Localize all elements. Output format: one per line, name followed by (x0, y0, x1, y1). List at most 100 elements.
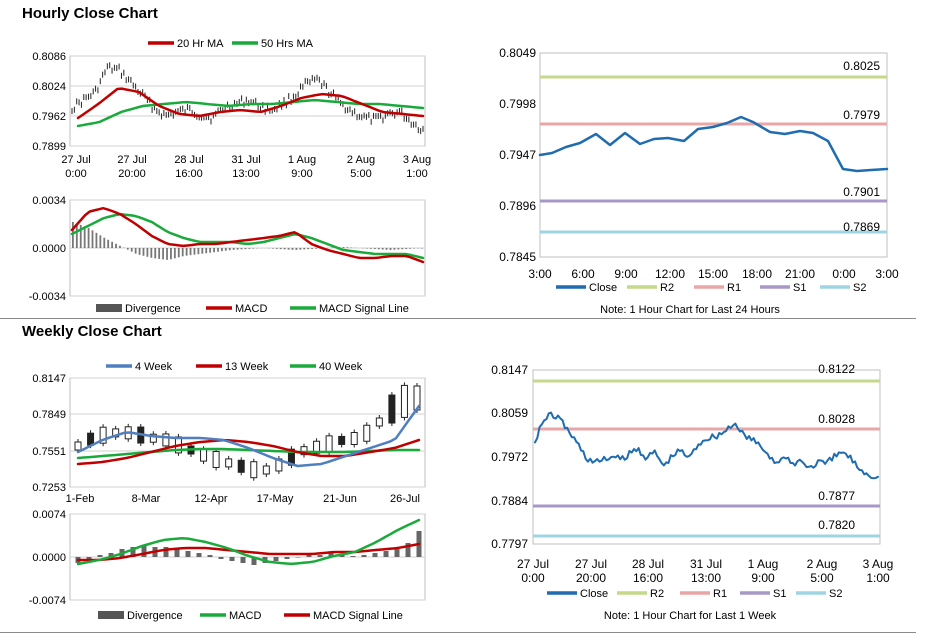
weeklyright-xtick: 3 Aug (863, 557, 894, 571)
hourly-price-xtick: 5:00 (350, 168, 371, 180)
hourly-divergence-bar (83, 226, 86, 248)
weekly-price-xtick: 26-Jul (390, 493, 420, 505)
weekly-divergence-bar (317, 555, 323, 557)
weekly-candle-body (99, 426, 107, 444)
weekly-divergence-bar (130, 547, 136, 557)
weeklyright-xtick: 2 Aug (807, 557, 838, 571)
weekly-candle-body (200, 448, 208, 462)
hourly-divergence-bar (99, 235, 102, 248)
hourly-divergence-bar (111, 241, 114, 248)
weekly-legend-divergence-swatch (98, 611, 124, 619)
hourly24-note: Note: 1 Hour Chart for Last 24 Hours (600, 304, 780, 316)
hourly24-r1-label: 0.7979 (843, 108, 880, 122)
hourly-divergence-bar (95, 232, 98, 248)
weekly-section-title: Weekly Close Chart (22, 323, 162, 340)
weekly-candle-body (300, 446, 308, 456)
weeklyright-xtick: 27 Jul (517, 557, 549, 571)
hourly24-xtick: 21:00 (785, 267, 815, 281)
weeklyright-s2-label: 0.7820 (818, 518, 855, 532)
weeklyright-xtick: 5:00 (810, 571, 834, 585)
hourly24-xtick: 18:00 (742, 267, 772, 281)
hourly-price-xtick: 1:00 (406, 168, 427, 180)
hourly-divergence-bar (91, 230, 94, 248)
weeklyright-xtick: 20:00 (576, 571, 606, 585)
hourly-divergence-bar (377, 248, 380, 250)
hourly-divergence-bar (385, 248, 388, 250)
hourly-divergence-bar (397, 248, 400, 250)
weekly-price-xtick: 8-Mar (132, 493, 161, 505)
hourly-divergence-bar (134, 248, 137, 254)
hourly-divergence-bar (279, 248, 282, 250)
hourly-macd-ytick: 0.0034 (32, 195, 66, 207)
hourly24-ytick: 0.7896 (499, 199, 536, 213)
weeklyright-legend-close-label: Close (580, 588, 608, 600)
hourly-divergence-bar (401, 248, 404, 250)
weekly-candle-body (313, 440, 321, 454)
hourly24-r2-label: 0.8025 (843, 59, 880, 73)
weekly-candle-body (237, 459, 245, 473)
weekly-legend-signal-label: MACD Signal Line (313, 610, 403, 622)
hourly-divergence-bar (221, 248, 223, 252)
hourly24-legend-s2-label: S2 (853, 282, 866, 294)
hourly-divergence-bar (291, 248, 294, 250)
hourly24-ytick: 0.8049 (499, 46, 536, 60)
weeklyright-s1-label: 0.7877 (818, 489, 855, 503)
weeklyright-ytick: 0.7884 (491, 494, 528, 508)
weeklyright-xtick: 31 Jul (690, 557, 722, 571)
hourly-divergence-bar (213, 248, 215, 253)
hourly24-xtick: 3:00 (528, 267, 552, 281)
hourly-divergence-bar (146, 248, 149, 257)
weekly-divergence-bar (394, 547, 400, 557)
hourly-divergence-bar (240, 248, 243, 250)
hourly-divergence-bar (87, 227, 90, 248)
weekly-divergence-bar (405, 543, 411, 557)
weekly-divergence-bar (141, 545, 147, 557)
weekly-macd-ytick: 0.0074 (32, 509, 66, 521)
hourly-price-xtick: 3 Aug (403, 154, 431, 166)
section-divider (0, 318, 916, 319)
weekly-candle-body (350, 432, 358, 446)
weeklyright-xtick: 13:00 (691, 571, 721, 585)
hourly-price-xtick: 28 Jul (174, 154, 203, 166)
weekly-divergence-bar (229, 557, 235, 561)
hourly-divergence-bar (342, 247, 345, 248)
hourly-divergence-bar (177, 248, 180, 258)
weeklyright-legend-s1-label: S1 (773, 588, 786, 600)
hourly-divergence-bar (189, 248, 192, 256)
hourly-price-xtick: 31 Jul (231, 154, 260, 166)
weekly-candle-body (225, 458, 233, 468)
hourly-divergence-bar (185, 248, 188, 256)
hourly-divergence-bar (346, 247, 349, 248)
weeklyright-ytick: 0.8059 (491, 406, 528, 420)
hourly-divergence-bar (283, 248, 286, 250)
hourly-divergence-bar (79, 224, 82, 248)
weekly-candle-body (262, 465, 270, 475)
hourly24-xtick: 3:00 (875, 267, 899, 281)
weekly-divergence-bar (108, 553, 114, 557)
hourly-price-xtick: 9:00 (291, 168, 312, 180)
weekly-divergence-bar (328, 553, 334, 557)
hourly-signal-line (70, 212, 425, 260)
hourly-price-xtick: 2 Aug (347, 154, 375, 166)
hourly-divergence-bar (315, 248, 317, 249)
weekly-legend-macd-label: MACD (229, 610, 261, 622)
hourly-price-xtick: 20:00 (118, 168, 146, 180)
hourly-divergence-bar (389, 248, 392, 250)
hourly-divergence-bar (119, 245, 121, 248)
weekly-divergence-bar (251, 557, 257, 565)
weekly-4w-line (76, 404, 421, 468)
hourly-divergence-bar (209, 248, 212, 253)
hourly-price-ytick: 0.7899 (32, 141, 66, 153)
hourly24-legend-s1-label: S1 (793, 282, 806, 294)
hourly24-legend-r2-label: R2 (660, 282, 674, 294)
weekly-divergence-bar (372, 553, 378, 557)
bottom-divider (0, 632, 916, 633)
hourly-divergence-bar (162, 248, 164, 260)
weekly-candle-body (363, 424, 371, 442)
hourly-divergence-bar (244, 248, 247, 250)
weekly-price-ytick: 0.8147 (32, 373, 66, 385)
weekly-legend-13w-label: 13 Week (225, 361, 269, 373)
weeklyright-xtick: 16:00 (633, 571, 663, 585)
hourly-divergence-bar (393, 248, 396, 250)
